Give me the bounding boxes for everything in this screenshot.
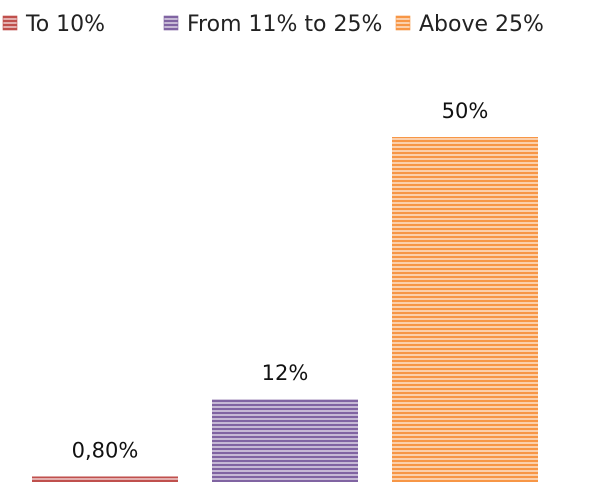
legend-swatch (163, 15, 179, 31)
bar-group (32, 137, 538, 482)
legend-label: Above 25% (419, 12, 544, 37)
bar (32, 476, 178, 482)
data-label-group: 0,80% 12% 50% (72, 99, 489, 462)
legend-swatch (2, 15, 18, 31)
chart-legend: To 10% From 11% to 25% Above 25% (2, 12, 544, 37)
legend-swatch (395, 15, 411, 31)
data-label: 0,80% (72, 438, 139, 462)
legend-label: From 11% to 25% (187, 12, 382, 37)
bar (212, 399, 358, 482)
data-label: 12% (262, 361, 309, 385)
data-label: 50% (442, 99, 489, 123)
legend-label: To 10% (25, 12, 105, 37)
bar (392, 137, 538, 482)
